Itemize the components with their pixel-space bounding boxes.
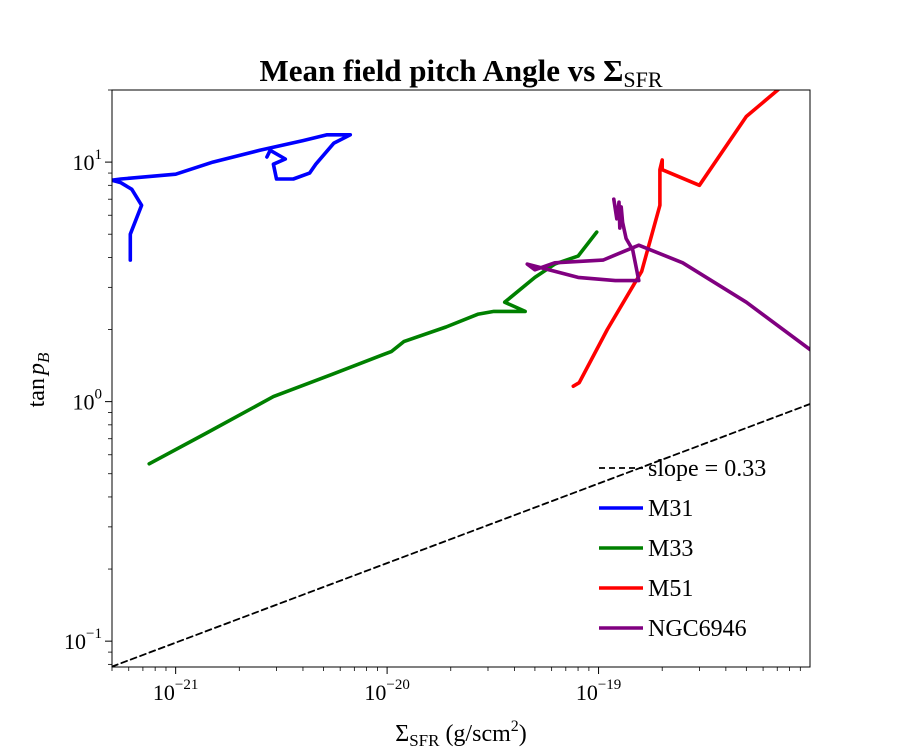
series-m51-line xyxy=(571,90,781,389)
axis-ticks: 10−21 10−20 10−19 10−1 100 101 xyxy=(64,89,801,705)
legend-label-slope-0-33: slope = 0.33 xyxy=(648,456,766,482)
legend-label-m51: M51 xyxy=(648,576,693,602)
x-axis-label: ΣSFR (g/scm2) xyxy=(395,718,527,750)
legend: slope = 0.33 M31 M33 M51 NGC6946 xyxy=(599,456,766,642)
series-slope-0-33-line xyxy=(112,403,810,667)
series-ngc6946-line xyxy=(525,197,810,352)
x-tick-label: 10−19 xyxy=(576,677,621,705)
x-tick-label: 10−21 xyxy=(153,677,198,705)
plot-frame xyxy=(111,89,811,668)
y-tick-label: 101 xyxy=(73,147,103,175)
x-tick-label: 10−20 xyxy=(364,677,409,705)
legend-label-m33: M33 xyxy=(648,536,693,562)
y-tick-label: 100 xyxy=(73,387,103,415)
y-axis-label: tanpB xyxy=(24,352,53,407)
legend-label-ngc6946: NGC6946 xyxy=(648,616,747,642)
y-tick-label: 10−1 xyxy=(64,626,102,654)
legend-label-m31: M31 xyxy=(648,496,693,522)
chart-title: Mean field pitch Angle vs ΣSFR xyxy=(259,53,662,92)
plot-lines xyxy=(112,90,810,667)
series-m31-line xyxy=(112,133,353,262)
